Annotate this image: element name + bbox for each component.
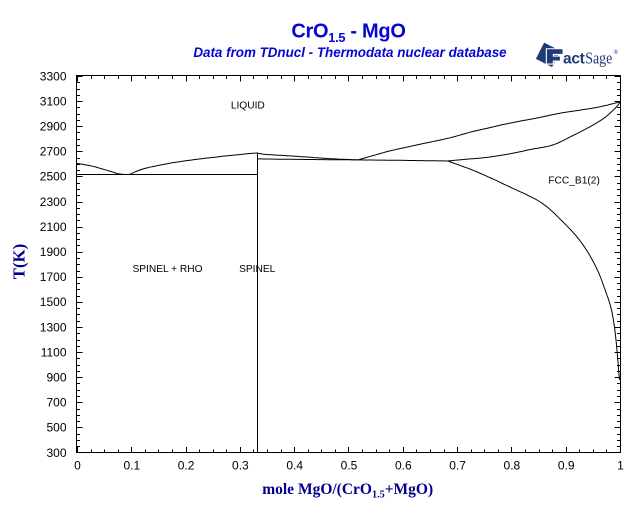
svg-text:T(K): T(K) (10, 244, 29, 279)
svg-text:1700: 1700 (40, 270, 67, 284)
svg-text:2500: 2500 (40, 170, 67, 184)
svg-text:2300: 2300 (40, 195, 67, 209)
svg-text:2100: 2100 (40, 220, 67, 234)
svg-text:0: 0 (74, 459, 81, 473)
svg-text:CrO1.5 - MgO: CrO1.5 - MgO (291, 21, 405, 45)
svg-text:700: 700 (46, 396, 66, 410)
svg-text:mole MgO/(CrO1.5+MgO): mole MgO/(CrO1.5+MgO) (262, 481, 433, 500)
svg-text:3100: 3100 (40, 94, 67, 108)
svg-text:1300: 1300 (40, 320, 67, 334)
svg-text:0.1: 0.1 (123, 459, 140, 473)
svg-text:0.9: 0.9 (558, 459, 575, 473)
svg-text:Sage: Sage (585, 49, 612, 68)
svg-text:Data from TDnucl - Thermodata: Data from TDnucl - Thermodata nuclear da… (193, 45, 507, 60)
svg-text:act: act (563, 50, 585, 67)
svg-text:0.4: 0.4 (286, 459, 303, 473)
svg-text:0.3: 0.3 (232, 459, 249, 473)
svg-text:500: 500 (46, 421, 66, 435)
svg-text:2900: 2900 (40, 120, 67, 134)
svg-text:1900: 1900 (40, 245, 67, 259)
svg-text:SPINEL: SPINEL (239, 264, 276, 275)
svg-text:1100: 1100 (41, 345, 67, 359)
svg-text:2700: 2700 (40, 145, 67, 159)
svg-text:300: 300 (46, 446, 66, 460)
svg-text:1500: 1500 (40, 295, 67, 309)
svg-text:900: 900 (46, 371, 66, 385)
svg-text:0.2: 0.2 (178, 459, 195, 473)
svg-text:0.7: 0.7 (449, 459, 466, 473)
svg-text:FCC_B1(2): FCC_B1(2) (548, 176, 600, 187)
svg-text:LIQUID: LIQUID (231, 101, 265, 112)
svg-text:0.8: 0.8 (504, 459, 521, 473)
svg-text:3300: 3300 (40, 69, 67, 83)
svg-text:0.6: 0.6 (395, 459, 412, 473)
svg-text:SPINEL + RHO: SPINEL + RHO (132, 264, 202, 275)
svg-text:®: ® (613, 49, 618, 56)
svg-text:0.5: 0.5 (341, 459, 358, 473)
svg-text:1: 1 (617, 459, 624, 473)
